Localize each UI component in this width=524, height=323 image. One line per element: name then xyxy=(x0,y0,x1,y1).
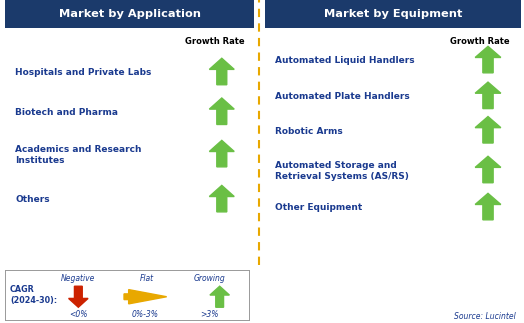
Text: Automated Liquid Handlers: Automated Liquid Handlers xyxy=(275,57,414,66)
Text: Negative: Negative xyxy=(61,274,95,283)
Text: Hospitals and Private Labs: Hospitals and Private Labs xyxy=(15,68,151,77)
Text: Robotic Arms: Robotic Arms xyxy=(275,127,343,136)
Text: <0%: <0% xyxy=(69,310,88,319)
Text: Biotech and Pharma: Biotech and Pharma xyxy=(15,108,118,117)
Polygon shape xyxy=(210,286,230,307)
Text: Other Equipment: Other Equipment xyxy=(275,203,362,213)
Polygon shape xyxy=(475,82,501,109)
Polygon shape xyxy=(209,58,234,85)
Text: Automated Plate Handlers: Automated Plate Handlers xyxy=(275,92,410,101)
Polygon shape xyxy=(124,290,167,304)
Polygon shape xyxy=(475,156,501,183)
Polygon shape xyxy=(209,185,234,212)
Bar xyxy=(5,0,254,28)
Text: Market by Application: Market by Application xyxy=(59,9,201,19)
Text: Growing: Growing xyxy=(194,274,226,283)
Text: Growth Rate: Growth Rate xyxy=(184,36,244,46)
Text: Growth Rate: Growth Rate xyxy=(451,36,510,46)
Polygon shape xyxy=(475,117,501,143)
Text: Market by Equipment: Market by Equipment xyxy=(324,9,462,19)
Text: Others: Others xyxy=(15,195,50,204)
Text: Automated Storage and
Retrieval Systems (AS/RS): Automated Storage and Retrieval Systems … xyxy=(275,161,409,181)
Polygon shape xyxy=(209,98,234,124)
Polygon shape xyxy=(475,46,501,73)
Text: Source: Lucintel: Source: Lucintel xyxy=(454,312,516,321)
Text: Academics and Research
Institutes: Academics and Research Institutes xyxy=(15,145,141,165)
Polygon shape xyxy=(209,141,234,167)
Polygon shape xyxy=(69,286,88,307)
Bar xyxy=(265,0,521,28)
Text: CAGR
(2024-30):: CAGR (2024-30): xyxy=(10,285,57,305)
Polygon shape xyxy=(475,193,501,220)
Text: >3%: >3% xyxy=(201,310,219,319)
Text: Flat: Flat xyxy=(139,274,154,283)
Text: 0%-3%: 0%-3% xyxy=(132,310,159,319)
